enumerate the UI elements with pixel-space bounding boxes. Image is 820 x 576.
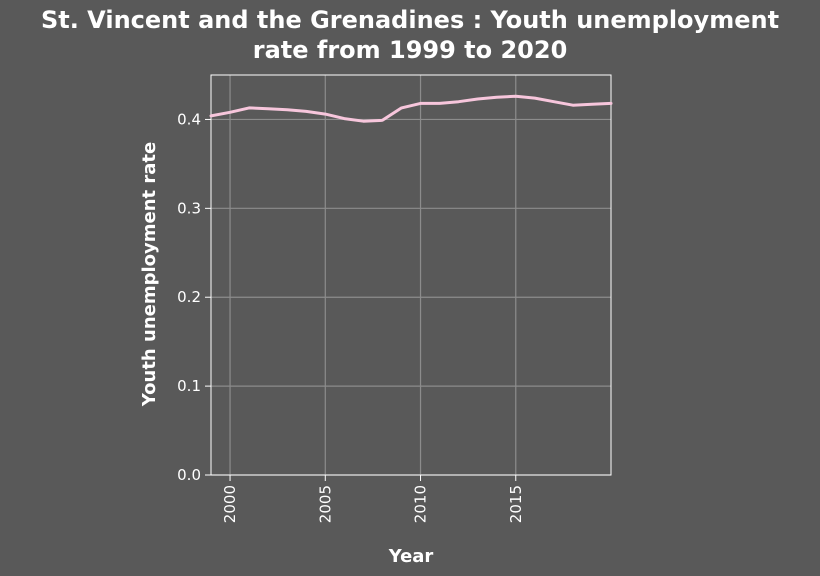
x-tick-label: 2015	[507, 485, 525, 523]
grid-lines	[211, 75, 611, 476]
plot-frame	[210, 74, 612, 476]
y-tick-label: 0.4	[177, 110, 201, 128]
y-tick-label: 0.1	[177, 377, 201, 395]
y-axis-label: Youth unemployment rate	[139, 142, 160, 407]
x-axis-label: Year	[388, 546, 434, 567]
series-line	[209, 94, 613, 123]
chart-title-line-2: rate from 1999 to 2020	[253, 36, 568, 64]
chart-title-line-1: St. Vincent and the Grenadines : Youth u…	[41, 6, 779, 34]
tick-labels: 2000 2005 2010 2015 0.0 0.1 0.2 0.3 0.4	[177, 110, 525, 523]
y-tick-label: 0.2	[177, 288, 201, 306]
series-layer	[209, 94, 613, 123]
x-tick-label: 2005	[316, 485, 334, 523]
y-tick-label: 0.0	[177, 466, 201, 484]
x-tick-label: 2010	[412, 485, 430, 523]
axes	[205, 74, 612, 481]
y-tick-label: 0.3	[177, 199, 201, 217]
x-tick-label: 2000	[221, 485, 239, 523]
